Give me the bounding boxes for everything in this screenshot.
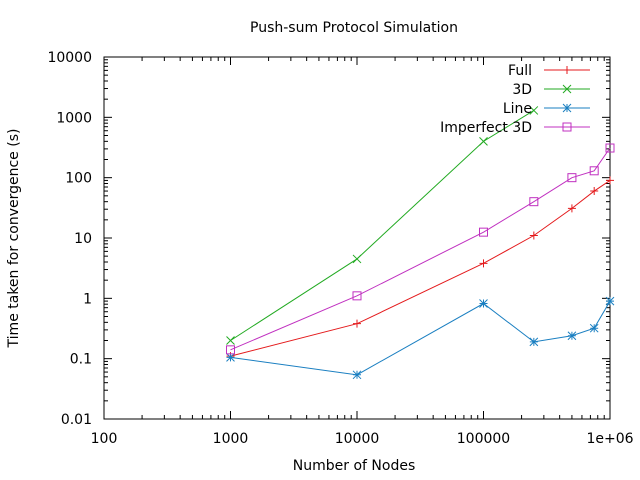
- series-3d: [226, 106, 539, 345]
- data-point: [226, 345, 235, 355]
- y-tick-label: 1000: [56, 110, 92, 126]
- data-point: [479, 136, 488, 146]
- x-tick-label: 1e+06: [586, 431, 633, 447]
- series-full: [226, 176, 614, 361]
- legend-label: 3D: [512, 82, 532, 98]
- data-point: [605, 296, 615, 306]
- data-point: [479, 299, 488, 308]
- chart-title: Push-sum Protocol Simulation: [250, 20, 458, 36]
- series-layer: [226, 106, 615, 380]
- x-tick-label: 1000: [213, 431, 249, 447]
- y-axis-title: Time taken for convergence (s): [6, 129, 22, 349]
- data-point: [562, 84, 572, 94]
- data-point: [567, 331, 577, 341]
- data-point: [226, 336, 235, 345]
- x-tick-label: 10000: [335, 431, 380, 447]
- data-point: [567, 204, 576, 213]
- data-point: [479, 227, 488, 237]
- y-axis: 0.01 0.1 1 10 100 1000 10000: [47, 50, 610, 428]
- data-point: [562, 103, 572, 113]
- series-line: [230, 180, 611, 357]
- series-imperfect-3d: [226, 143, 615, 355]
- x-axis: 100 1000 10000 100000 1e+06: [91, 57, 634, 447]
- data-point: [590, 187, 599, 196]
- data-point: [529, 337, 539, 347]
- x-tick-label: 100: [91, 431, 118, 447]
- series-line: [230, 300, 611, 376]
- y-tick-label: 0.01: [61, 412, 92, 428]
- data-point: [562, 122, 572, 132]
- series-line: [230, 110, 535, 341]
- data-point: [589, 323, 599, 333]
- x-tick-label: 100000: [457, 431, 510, 447]
- data-point: [606, 176, 614, 185]
- data-point: [226, 353, 235, 362]
- data-point: [479, 259, 488, 268]
- y-tick-label: 100: [65, 171, 92, 187]
- y-tick-label: 10: [74, 231, 92, 247]
- data-point: [605, 143, 615, 153]
- data-point: [529, 106, 539, 115]
- data-point: [529, 197, 539, 207]
- data-point: [563, 66, 571, 74]
- data-point: [352, 291, 362, 301]
- data-point: [567, 173, 577, 183]
- legend-label: Full: [508, 63, 532, 79]
- y-tick-label: 1: [83, 291, 92, 307]
- legend-label: Line: [503, 101, 532, 117]
- series-line: [226, 296, 615, 380]
- y-tick-label: 0.1: [70, 352, 92, 368]
- legend-label: Imperfect 3D: [440, 120, 532, 136]
- legend: Full 3D Line Imperfect 3D: [440, 63, 590, 136]
- x-axis-title: Number of Nodes: [293, 458, 415, 474]
- data-point: [353, 319, 361, 328]
- data-point: [352, 370, 362, 380]
- data-point: [352, 254, 362, 264]
- data-point: [589, 166, 599, 176]
- y-tick-label: 10000: [47, 50, 92, 66]
- series-line: [230, 147, 611, 351]
- data-point: [529, 231, 538, 240]
